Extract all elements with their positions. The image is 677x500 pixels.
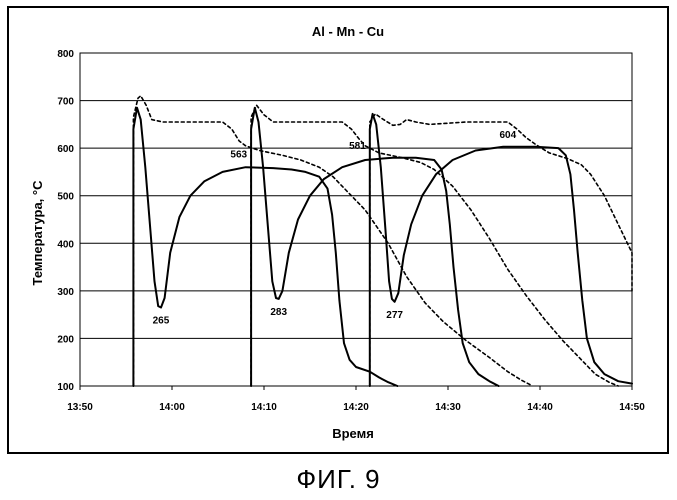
x-tick-labels: 13:50 14:00 14:10 14:20 14:30 14:40 14:50	[67, 386, 645, 413]
x-tick-label: 14:50	[619, 402, 645, 413]
data-label: 277	[386, 310, 403, 321]
x-tick-label: 14:10	[251, 402, 277, 413]
series-line-melt-2	[251, 108, 499, 386]
grid-lines	[80, 53, 632, 386]
data-label: 283	[270, 307, 287, 318]
y-tick-label: 800	[57, 49, 74, 60]
series-line-mold-3	[370, 114, 632, 386]
x-tick-label: 14:30	[435, 402, 461, 413]
x-tick-label: 14:00	[159, 402, 185, 413]
plot-area-border	[80, 53, 632, 386]
data-label: 563	[230, 150, 247, 161]
y-tick-labels: 100 200 300 400 500 600 700 800	[57, 49, 74, 393]
data-annotations: 265 283 277 563 581 604	[153, 130, 517, 326]
x-tick-label: 14:40	[527, 402, 553, 413]
data-label: 581	[349, 141, 366, 152]
y-tick-label: 400	[57, 239, 74, 250]
figure-caption: ФИГ. 9	[0, 464, 677, 495]
data-label: 265	[153, 316, 170, 327]
y-tick-label: 300	[57, 287, 74, 298]
y-tick-label: 200	[57, 334, 74, 345]
chart-title: Al - Mn - Cu	[312, 24, 384, 39]
y-tick-label: 600	[57, 144, 74, 155]
series-line-mold-1	[133, 96, 530, 386]
x-tick-label: 13:50	[67, 402, 93, 413]
x-tick-label: 14:20	[343, 402, 369, 413]
data-label: 604	[499, 130, 516, 141]
y-tick-label: 100	[57, 382, 74, 393]
series-line-melt-3	[370, 114, 632, 386]
series-line-mold-2	[251, 105, 618, 386]
series-lines	[133, 96, 632, 386]
y-tick-label: 500	[57, 192, 74, 203]
line-chart: 100 200 300 400 500 600 700 800 13:50 14:00 14:10…	[0, 0, 677, 460]
x-axis-label: Время	[332, 426, 374, 441]
y-axis-label: Температура, °C	[30, 180, 45, 286]
y-tick-label: 700	[57, 97, 74, 108]
